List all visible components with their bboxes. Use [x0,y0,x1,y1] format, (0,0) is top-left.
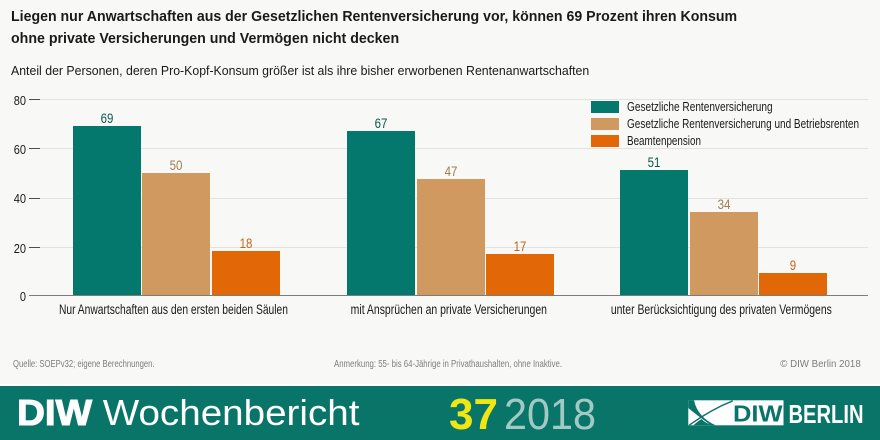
svg-text:DIW: DIW [733,400,783,426]
svg-text:BERLIN: BERLIN [789,399,864,429]
